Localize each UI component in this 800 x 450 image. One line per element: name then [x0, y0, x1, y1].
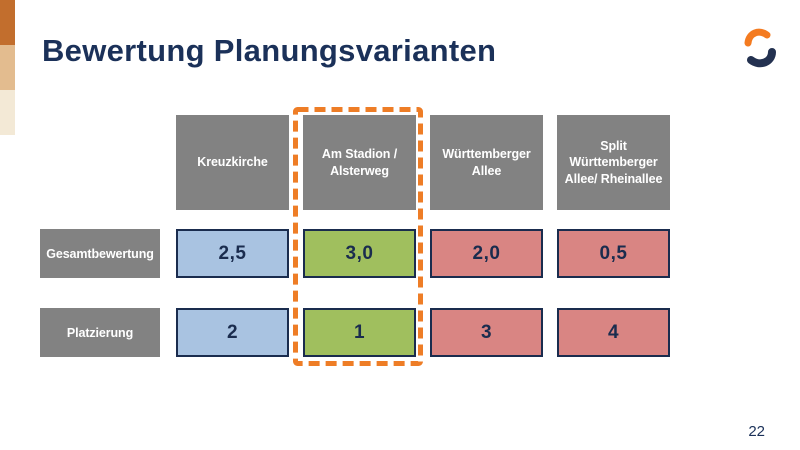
column-header-row: Kreuzkirche Am Stadion / Alsterweg Württem… [176, 115, 670, 210]
column-header-3: Württemberger Allee [430, 115, 543, 210]
slide-title: Bewertung Planungsvarianten [42, 33, 497, 68]
value-cell-3: 2,0 [430, 229, 543, 278]
strip-segment-1 [0, 0, 15, 45]
strip-segment-2 [0, 45, 15, 90]
edge-strip [0, 0, 15, 135]
value-cell-3: 3 [430, 308, 543, 357]
value-row-gesamtbewertung: 2,5 3,0 2,0 0,5 [176, 229, 670, 278]
column-header-2: Am Stadion / Alsterweg [303, 115, 416, 210]
column-header-4: Split Württemberger Allee/ Rheinallee [557, 115, 670, 210]
value-cell-2: 1 [303, 308, 416, 357]
row-label-platzierung: Platzierung [40, 308, 160, 357]
company-logo-icon [744, 28, 776, 68]
value-cell-4: 0,5 [557, 229, 670, 278]
column-header-1: Kreuzkirche [176, 115, 289, 210]
value-cell-1: 2,5 [176, 229, 289, 278]
row-label-gesamtbewertung: Gesamtbewertung [40, 229, 160, 278]
page-number: 22 [748, 423, 765, 440]
value-cell-2: 3,0 [303, 229, 416, 278]
value-cell-4: 4 [557, 308, 670, 357]
strip-segment-3 [0, 90, 15, 135]
value-cell-1: 2 [176, 308, 289, 357]
